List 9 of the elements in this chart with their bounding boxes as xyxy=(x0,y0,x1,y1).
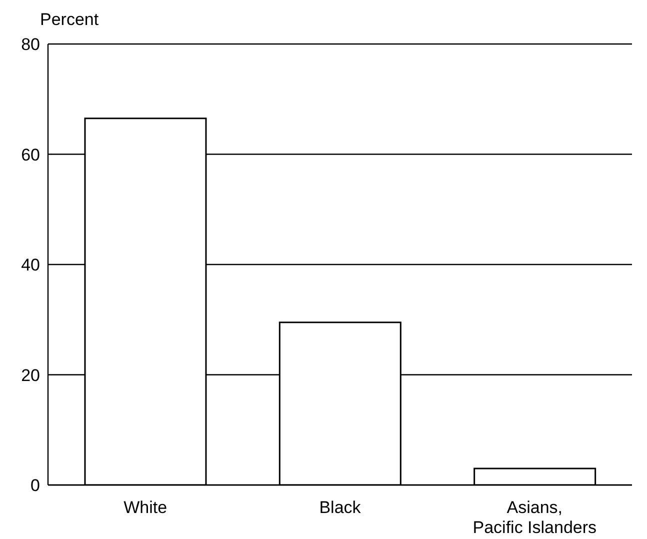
x-tick-label: Asians, Pacific Islanders xyxy=(472,498,597,537)
y-axis-title: Percent xyxy=(40,10,99,30)
x-tick-label: Black xyxy=(319,498,362,517)
x-tick-label: White xyxy=(124,498,168,517)
y-tick-label: 20 xyxy=(21,366,40,385)
y-tick-label: 60 xyxy=(21,145,40,164)
y-tick-label: 0 xyxy=(30,476,40,496)
y-tick-label: 80 xyxy=(21,35,40,54)
y-tick-label: 40 xyxy=(21,256,40,275)
